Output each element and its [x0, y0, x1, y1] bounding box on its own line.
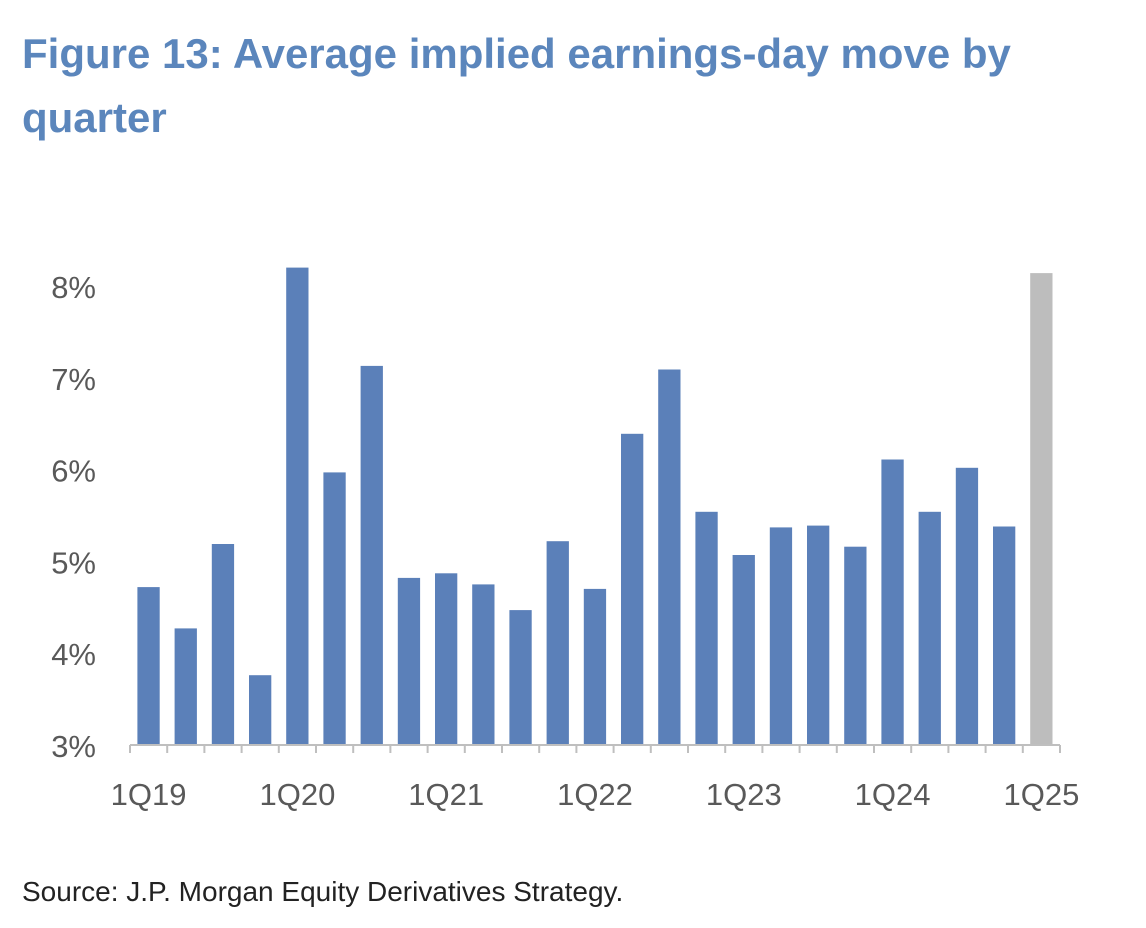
bar-1q22 — [583, 588, 607, 745]
source-note: Source: J.P. Morgan Equity Derivatives S… — [22, 876, 624, 907]
x-axis-tick-labels: 1Q19 1Q20 1Q21 1Q22 1Q23 1Q24 1Q25 — [111, 777, 1080, 812]
x-tick-label: 1Q21 — [408, 777, 484, 812]
bar-3q22 — [658, 369, 681, 745]
bar-3q20 — [360, 365, 383, 745]
chart-title: Figure 13: Average implied earnings-day … — [22, 30, 1011, 141]
bar-3q19 — [211, 544, 235, 745]
bar-3q23 — [807, 525, 830, 745]
y-tick-label: 7% — [51, 362, 96, 397]
bar-4q19 — [249, 675, 272, 745]
bar-4q23 — [844, 546, 867, 745]
bar-1q20 — [286, 267, 309, 745]
x-axis — [129, 744, 1061, 753]
bar-2q24 — [918, 511, 941, 745]
y-tick-label: 8% — [51, 270, 96, 305]
bar-2q21 — [472, 584, 495, 745]
bar-2q19 — [174, 628, 197, 745]
bar-4q24 — [993, 526, 1016, 745]
bar-series — [137, 267, 1053, 745]
bar-1q19 — [137, 587, 160, 745]
x-tick-label: 1Q25 — [1003, 777, 1079, 812]
bar-2q20 — [323, 472, 346, 745]
y-tick-label: 3% — [51, 729, 96, 764]
bar-1q23 — [732, 555, 755, 745]
x-tick-label: 1Q22 — [557, 777, 633, 812]
bar-1q24 — [881, 459, 904, 745]
y-tick-label: 4% — [51, 637, 96, 672]
bar-4q22 — [695, 511, 718, 745]
y-axis-tick-labels: 3% 4% 5% 6% 7% 8% — [51, 270, 96, 764]
bar-4q21 — [546, 541, 569, 745]
y-tick-label: 5% — [51, 545, 96, 580]
bar-1q25 — [1030, 273, 1053, 745]
y-tick-label: 6% — [51, 454, 96, 489]
bar-3q24 — [955, 467, 979, 745]
bar-1q21 — [435, 573, 458, 745]
bar-2q22 — [621, 433, 644, 745]
bar-chart: 3% 4% 5% 6% 7% 8% 1Q19 1Q20 1Q21 1Q22 1Q23 1Q24 1Q2… — [51, 267, 1080, 812]
x-tick-label: 1Q24 — [855, 777, 931, 812]
bar-3q21 — [509, 610, 532, 745]
bar-2q23 — [769, 527, 793, 745]
bar-4q20 — [397, 577, 421, 745]
x-tick-label: 1Q23 — [706, 777, 782, 812]
x-tick-label: 1Q19 — [111, 777, 187, 812]
x-tick-label: 1Q20 — [259, 777, 335, 812]
